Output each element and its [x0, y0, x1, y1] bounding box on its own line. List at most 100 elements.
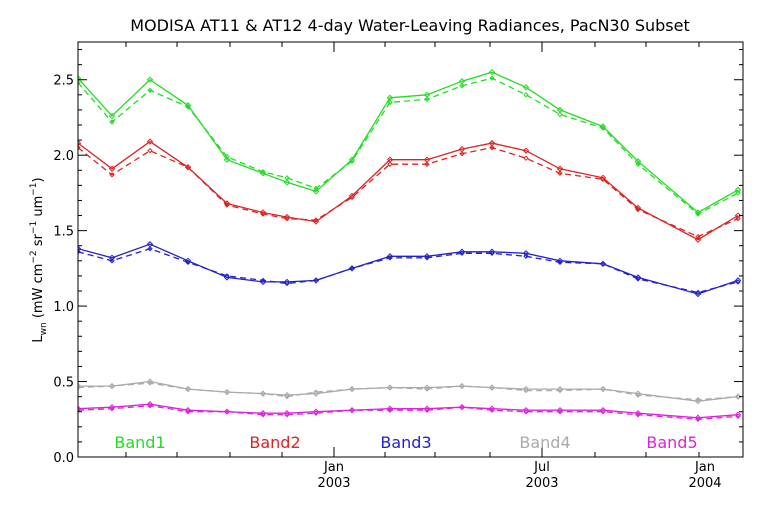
band2-point-alt: [313, 217, 319, 223]
band5-point: [78, 405, 82, 412]
band1-point-alt: [349, 158, 355, 164]
band2-point: [488, 139, 496, 147]
y-tick-label: 1.5: [53, 225, 74, 240]
band3-point-alt: [147, 246, 153, 252]
band5-point: [423, 405, 431, 412]
y-axis-label-unit: um: [31, 196, 46, 221]
band4-point-alt: [284, 393, 290, 400]
band2-dashed-line: [78, 146, 739, 238]
band2-point: [78, 139, 82, 147]
x-tick-label-year: 2003: [525, 476, 558, 491]
band5-point: [734, 411, 742, 418]
band1-point: [146, 76, 154, 83]
band5-point: [386, 405, 394, 412]
band2-point: [259, 209, 267, 216]
band3-point-alt: [600, 261, 606, 267]
band5-point: [556, 407, 564, 414]
band2-point-alt: [635, 206, 641, 213]
band3-point: [634, 274, 642, 281]
band5-point-alt: [284, 412, 290, 418]
band1-point-alt: [78, 80, 81, 86]
band1-point: [348, 156, 356, 163]
band5-point: [599, 407, 607, 414]
band5-point-alt: [313, 410, 319, 416]
band4-point: [522, 385, 530, 393]
band1-line: [78, 71, 739, 214]
y-tick-label: 2.5: [53, 74, 74, 89]
y-tick-label: 1.0: [53, 300, 74, 315]
band5-point: [184, 407, 192, 414]
band2-point: [423, 156, 431, 163]
band5-dashed-line: [78, 405, 739, 420]
band5-point: [108, 403, 116, 411]
band2-point: [283, 213, 291, 221]
legend-band4: Band4: [519, 433, 570, 452]
band5-point-alt: [600, 409, 606, 415]
band2-point-alt: [489, 144, 495, 151]
band4-point: [283, 391, 291, 399]
band1-point-alt: [523, 92, 529, 98]
band1-point: [259, 170, 267, 177]
band2-point-alt: [109, 172, 115, 178]
band5-point: [634, 410, 642, 417]
band2-point-alt: [557, 170, 563, 176]
band2-point: [108, 165, 116, 172]
band2-point-alt: [78, 144, 81, 151]
band1-point: [522, 84, 530, 91]
band4-point: [556, 385, 564, 393]
band2-point: [634, 204, 642, 212]
band1-point-alt: [224, 153, 230, 160]
band4-point-alt: [185, 386, 191, 392]
band1-point-alt: [459, 83, 465, 89]
band3-point-alt: [424, 255, 430, 261]
band3-point: [556, 257, 564, 265]
x-tick-label-year: 2003: [317, 476, 350, 491]
band4-point-alt: [147, 380, 153, 386]
y-axis-label-exp3: −1: [29, 182, 39, 195]
band1-point-alt: [185, 104, 191, 110]
band1-point: [488, 68, 496, 76]
band4-point-alt: [387, 384, 393, 391]
band3-point-alt: [313, 277, 319, 284]
band3-point-alt: [387, 255, 393, 261]
band5-point-alt: [695, 416, 701, 422]
band3-point-alt: [224, 273, 230, 279]
band5-point-alt: [523, 409, 529, 415]
band1-point-alt: [424, 96, 430, 103]
band1-point: [458, 78, 466, 85]
y-axis-label-rest: (mW cm: [31, 264, 46, 323]
y-axis-label-sub: wn: [39, 322, 49, 335]
band5-point: [283, 410, 291, 417]
band3-point: [223, 274, 231, 281]
band5-point-alt: [635, 412, 641, 418]
band1-point: [734, 186, 742, 194]
band5-point-alt: [459, 404, 465, 410]
band5-point-alt: [489, 407, 495, 413]
band4-point-alt: [424, 386, 430, 392]
band2-point-alt: [349, 194, 355, 201]
y-axis-label-close: ): [31, 177, 46, 182]
band1-point: [423, 91, 431, 99]
y-axis-label-exp1: −2: [29, 250, 39, 263]
band3-point: [386, 253, 394, 260]
band3-point-alt: [635, 276, 641, 282]
band4-point: [146, 378, 154, 385]
band5-point-alt: [387, 407, 393, 413]
band2-point: [599, 174, 607, 182]
band4-point-alt: [600, 386, 606, 392]
band1-point-alt: [635, 161, 641, 167]
band3-point: [694, 290, 702, 298]
band3-dashed-line: [78, 248, 739, 294]
band5-point-alt: [735, 413, 741, 419]
x-tick-label-year: 2004: [688, 476, 721, 491]
band1-point-alt: [147, 87, 153, 93]
band1-point-alt: [260, 169, 266, 175]
band1-point: [184, 102, 192, 109]
band4-point-alt: [224, 389, 230, 395]
band5-point-alt: [109, 406, 115, 412]
band1-point: [694, 209, 702, 216]
band5-point: [694, 414, 702, 421]
band5-point-alt: [147, 402, 153, 409]
band4-point-alt: [459, 383, 465, 389]
band1-point-alt: [387, 99, 393, 106]
